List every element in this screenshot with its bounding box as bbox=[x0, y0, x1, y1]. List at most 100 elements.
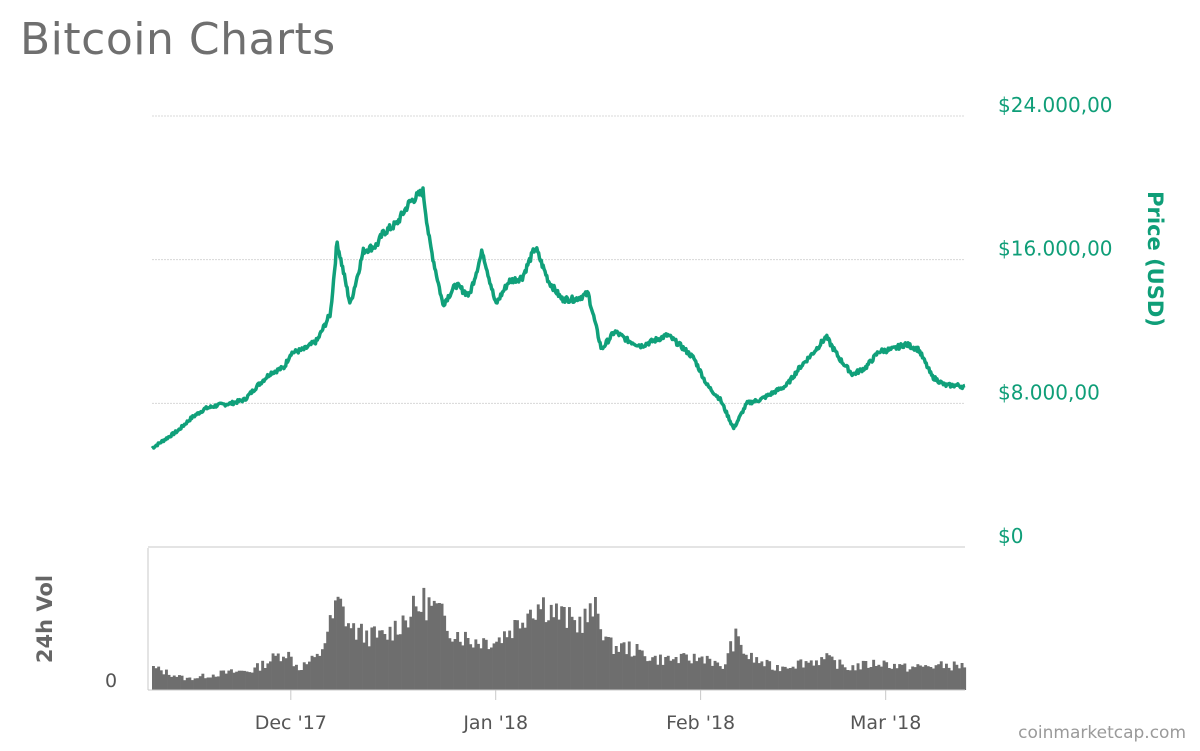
volume-bar bbox=[627, 641, 631, 690]
volume-bar bbox=[575, 632, 579, 690]
volume-bar bbox=[830, 656, 834, 690]
volume-bar bbox=[448, 638, 452, 690]
volume-bar bbox=[172, 675, 176, 690]
volume-bar bbox=[708, 658, 712, 690]
volume-bar bbox=[214, 676, 218, 690]
volume-bar bbox=[685, 654, 688, 690]
volume-bar bbox=[458, 641, 462, 690]
volume-bar bbox=[703, 663, 707, 690]
volume-bar bbox=[638, 649, 642, 690]
volume-bar bbox=[687, 660, 691, 690]
volume-bar bbox=[258, 670, 262, 690]
x-tick-label: Jan '18 bbox=[462, 712, 528, 734]
volume-bar bbox=[932, 668, 935, 690]
volume-bar bbox=[604, 636, 608, 690]
volume-bar bbox=[859, 669, 863, 690]
price-axis-ticks: $0 $8.000,00 $16.000,00 $24.000,00 bbox=[998, 93, 1113, 548]
volume-bar bbox=[401, 615, 405, 690]
price-series bbox=[150, 186, 966, 450]
volume-bar bbox=[336, 596, 340, 690]
volume-bar bbox=[939, 661, 943, 690]
volume-bar bbox=[763, 666, 766, 690]
volume-bar bbox=[318, 655, 322, 690]
volume-bar bbox=[776, 665, 779, 690]
volume-bar bbox=[856, 663, 860, 690]
volume-bar bbox=[893, 663, 896, 690]
volume-bar bbox=[274, 655, 278, 690]
volume-bar bbox=[539, 609, 543, 690]
volume-bar bbox=[960, 663, 964, 690]
volume-bar bbox=[739, 644, 743, 690]
volume-bar bbox=[682, 653, 686, 690]
volume-bar bbox=[396, 634, 400, 690]
volume-bar bbox=[188, 677, 192, 690]
volume-bar bbox=[906, 671, 909, 690]
volume-bar bbox=[451, 641, 454, 690]
volume-bar bbox=[742, 653, 746, 690]
volume-bar bbox=[185, 677, 189, 690]
volume-bar bbox=[232, 672, 236, 690]
volume-bar bbox=[729, 641, 733, 690]
volume-bar bbox=[750, 652, 753, 690]
volume-bar bbox=[500, 643, 504, 690]
volume-bar bbox=[867, 667, 870, 690]
volume-bar bbox=[313, 657, 317, 690]
volume-bar bbox=[414, 606, 418, 690]
volume-bar bbox=[791, 666, 795, 690]
volume-bar bbox=[843, 667, 847, 690]
volume-bar bbox=[490, 647, 493, 690]
volume-bar bbox=[908, 669, 912, 690]
volume-bar bbox=[898, 664, 902, 690]
volume-bar bbox=[950, 670, 954, 690]
price-line bbox=[150, 186, 966, 450]
volume-bar bbox=[326, 631, 330, 690]
volume-bar bbox=[279, 661, 283, 690]
volume-bar bbox=[679, 653, 683, 690]
price-tick-label: $16.000,00 bbox=[998, 237, 1113, 261]
volume-bar bbox=[560, 606, 564, 690]
volume-bar bbox=[300, 670, 304, 690]
volume-bar bbox=[544, 622, 548, 690]
credit-link[interactable]: coinmarketcap.com bbox=[1018, 723, 1186, 743]
volume-bar bbox=[565, 627, 569, 690]
volume-bar bbox=[321, 649, 324, 690]
volume-bar bbox=[664, 657, 668, 690]
volume-bar bbox=[692, 653, 696, 690]
volume-bar bbox=[282, 656, 285, 690]
volume-bar bbox=[757, 663, 761, 690]
volume-bar bbox=[209, 677, 213, 690]
volume-bar bbox=[581, 632, 584, 690]
volume-bar bbox=[271, 653, 275, 690]
volume-bar bbox=[162, 674, 166, 690]
volume-bar bbox=[352, 623, 356, 690]
volume-bar bbox=[731, 651, 735, 690]
volume-bar bbox=[677, 663, 681, 690]
volume-bar bbox=[170, 676, 174, 690]
volume-bar bbox=[375, 637, 379, 690]
page-title: Bitcoin Charts bbox=[20, 14, 336, 65]
volume-bar bbox=[269, 661, 272, 690]
volume-bar bbox=[154, 668, 158, 690]
volume-bar bbox=[890, 668, 894, 690]
volume-bar bbox=[643, 656, 647, 690]
volume-bar bbox=[700, 656, 704, 690]
volume-bar bbox=[794, 668, 798, 690]
volume-bar bbox=[770, 669, 774, 690]
volume-bar bbox=[635, 644, 639, 690]
volume-bar bbox=[698, 657, 701, 690]
volume-bar bbox=[903, 663, 907, 690]
grid-lines bbox=[148, 115, 965, 548]
volume-bar bbox=[534, 619, 538, 690]
volume-bar bbox=[786, 668, 790, 690]
volume-bar bbox=[492, 643, 496, 690]
volume-bar bbox=[583, 608, 587, 690]
volume-bar bbox=[461, 645, 465, 690]
volume-bar bbox=[640, 650, 644, 690]
volume-bar bbox=[474, 639, 478, 690]
volume-axis-label: 24h Vol bbox=[33, 575, 57, 663]
volume-bar bbox=[633, 655, 636, 690]
volume-bar bbox=[887, 668, 891, 690]
volume-bar bbox=[724, 664, 727, 690]
volume-bar bbox=[835, 668, 839, 690]
volume-bar bbox=[471, 647, 475, 690]
